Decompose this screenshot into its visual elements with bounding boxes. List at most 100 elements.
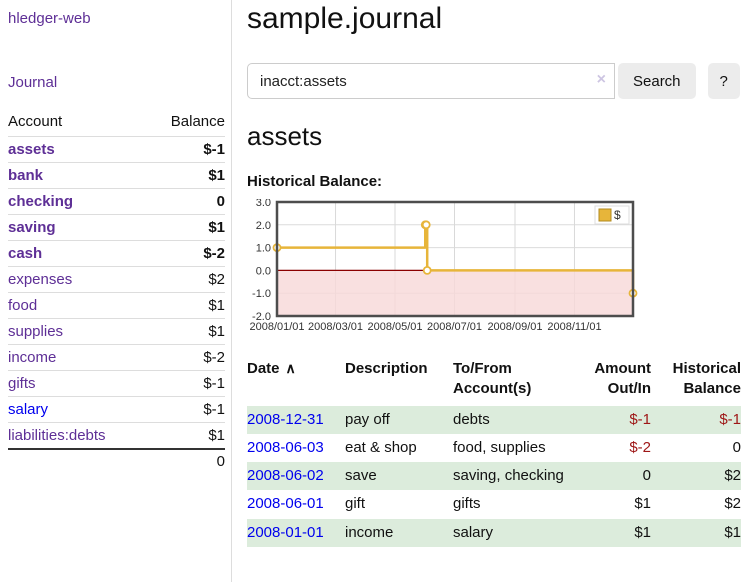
main-content: sample.journal × Search ? assets Histori…	[232, 0, 742, 582]
transaction-date-link[interactable]: 2008-06-02	[247, 467, 324, 484]
transaction-description: income	[345, 523, 394, 541]
account-balance: $1	[147, 318, 225, 345]
account-row: gifts $-1	[8, 370, 225, 397]
transaction-amount: $-2	[629, 438, 651, 456]
transaction-balance: $1	[724, 523, 741, 541]
account-row: cash $-2	[8, 240, 225, 267]
account-link-food[interactable]: food	[8, 297, 38, 314]
account-link-income[interactable]: income	[8, 349, 57, 366]
transaction-date-link[interactable]: 2008-12-31	[247, 410, 324, 428]
account-link-liabilities-debts[interactable]: liabilities:debts	[8, 427, 106, 444]
register-row: 2008-06-01 gift gifts $1 $2	[247, 490, 741, 518]
transaction-accounts: saving, checking	[453, 467, 564, 484]
register-row: 2008-01-01 income salary $1 $1	[247, 518, 741, 547]
account-row: saving $1	[8, 214, 225, 241]
accounts-col-balance: Balance	[147, 109, 225, 137]
transaction-description: gift	[345, 495, 366, 513]
transaction-amount: $1	[634, 495, 651, 513]
account-link-saving[interactable]: saving	[8, 219, 56, 236]
account-row: checking 0	[8, 188, 225, 215]
register-col-balance: Historical Balance	[672, 360, 741, 398]
account-link-assets[interactable]: assets	[8, 141, 55, 158]
account-row: expenses $2	[8, 266, 225, 293]
account-link-salary[interactable]: salary	[8, 401, 49, 418]
account-balance: $2	[147, 266, 225, 293]
transaction-amount: 0	[642, 467, 651, 484]
search-input[interactable]	[247, 63, 615, 99]
register-row: 2008-06-02 save saving, checking 0 $2	[247, 462, 741, 491]
register-row: 2008-12-31 pay off debts $-1 $-1	[247, 405, 741, 434]
search-input-wrap: ×	[247, 63, 615, 99]
svg-text:2008/07/01: 2008/07/01	[427, 321, 482, 333]
accounts-header-row: Account Balance	[8, 109, 225, 137]
account-balance: $-1	[147, 136, 225, 163]
account-row: salary $-1	[8, 396, 225, 423]
transaction-accounts: salary	[453, 523, 494, 541]
svg-text:3.0: 3.0	[256, 199, 271, 209]
sidebar-item-journal[interactable]: Journal	[8, 74, 58, 91]
register-header-row: Date ∧ Description To/From Account(s) Amo…	[247, 357, 741, 406]
search-help-button[interactable]: ?	[707, 63, 740, 99]
account-balance: $-1	[147, 370, 225, 397]
svg-text:2008/05/01: 2008/05/01	[367, 321, 422, 333]
chart-title: Historical Balance:	[247, 173, 383, 190]
svg-text:2008/03/01: 2008/03/01	[308, 321, 363, 333]
account-link-expenses[interactable]: expenses	[8, 271, 73, 288]
svg-text:2.0: 2.0	[256, 220, 271, 232]
account-row: liabilities:debts $1	[8, 422, 225, 450]
search-bar: × Search ?	[247, 63, 741, 99]
page-title: sample.journal	[247, 2, 443, 35]
svg-text:0.0: 0.0	[256, 265, 271, 277]
transaction-balance: $-1	[719, 410, 741, 428]
accounts-total-row: 0	[8, 448, 225, 474]
svg-text:-1.0: -1.0	[252, 288, 271, 300]
svg-text:2008/11/01: 2008/11/01	[547, 321, 601, 333]
register-row: 2008-06-03 eat & shop food, supplies $-2…	[247, 434, 741, 462]
accounts-total-balance: 0	[147, 448, 225, 474]
register-col-date[interactable]: Date ∧	[247, 357, 345, 406]
transaction-accounts: food, supplies	[453, 438, 546, 456]
transaction-date-link[interactable]: 2008-01-01	[247, 523, 324, 541]
account-row: bank $1	[8, 162, 225, 189]
account-page-title: assets	[247, 121, 323, 151]
transaction-description: pay off	[345, 410, 390, 428]
accounts-table: Account Balance assets $-1 bank $1 check…	[8, 109, 225, 474]
account-balance: 0	[147, 188, 225, 215]
transaction-accounts: debts	[453, 410, 490, 428]
account-balance: $1	[147, 292, 225, 319]
account-balance: $1	[147, 214, 225, 241]
account-balance: $-2	[147, 240, 225, 267]
account-link-bank[interactable]: bank	[8, 167, 44, 184]
transaction-amount: $-1	[629, 410, 651, 428]
svg-text:2008/01/01: 2008/01/01	[249, 321, 304, 333]
account-balance: $-2	[147, 344, 225, 371]
account-link-checking[interactable]: checking	[8, 193, 74, 210]
register-col-amount: Amount Out/In	[594, 360, 651, 398]
account-row: assets $-1	[8, 136, 225, 163]
account-balance: $-1	[147, 396, 225, 423]
transaction-balance: 0	[732, 438, 741, 456]
account-link-supplies[interactable]: supplies	[8, 323, 64, 340]
sidebar: hledger-web Journal Account Balance asse…	[0, 0, 232, 582]
account-link-cash[interactable]: cash	[8, 245, 43, 262]
accounts-col-account: Account	[8, 109, 148, 137]
transaction-description: eat & shop	[345, 438, 417, 456]
svg-text:1.0: 1.0	[256, 243, 271, 255]
transaction-date-link[interactable]: 2008-06-01	[247, 495, 324, 513]
register-col-description: Description	[345, 360, 428, 377]
register-col-accounts: To/From Account(s)	[453, 360, 532, 398]
svg-text:-2.0: -2.0	[252, 311, 271, 323]
transaction-accounts: gifts	[453, 495, 481, 513]
transaction-balance: $2	[724, 467, 741, 484]
transaction-date-link[interactable]: 2008-06-03	[247, 438, 324, 456]
register-col-date-label: Date	[247, 360, 280, 377]
account-row: food $1	[8, 292, 225, 319]
svg-text:2008/09/01: 2008/09/01	[487, 321, 542, 333]
clear-search-icon[interactable]: ×	[596, 71, 606, 88]
account-balance: $1	[147, 422, 225, 450]
account-link-gifts[interactable]: gifts	[8, 375, 36, 392]
app-brand-link[interactable]: hledger-web	[8, 10, 91, 27]
search-button[interactable]: Search	[618, 63, 696, 99]
account-row: supplies $1	[8, 318, 225, 345]
